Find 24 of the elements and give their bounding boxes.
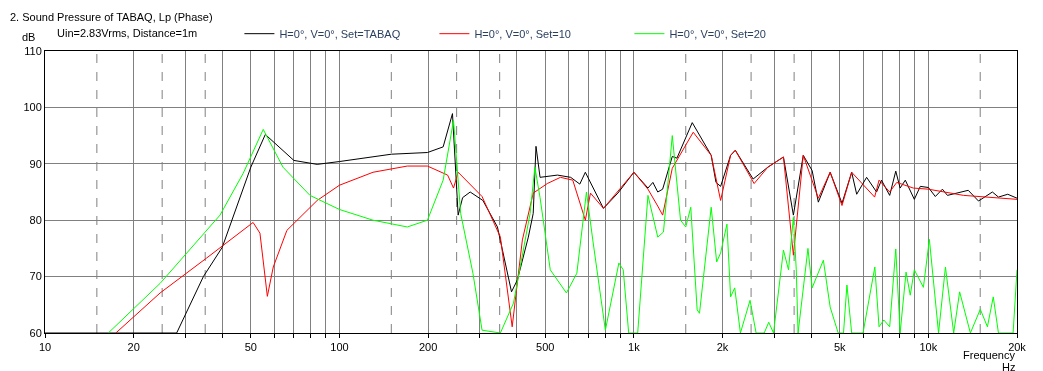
legend-label: H=0°, V=0°, Set=20 — [669, 27, 766, 40]
x-tick-label: 20 — [127, 341, 140, 354]
y-tick-label: 70 — [29, 270, 42, 283]
text: Hz — [1002, 361, 1016, 371]
x-tick-label: 5k — [833, 341, 847, 354]
x-tick-label: 100 — [330, 341, 349, 354]
y-tick-label: 60 — [29, 326, 42, 339]
x-tick-label: 2k — [716, 341, 729, 354]
x-tick-label: 20k — [1008, 341, 1027, 354]
x-tick-label: 200 — [418, 341, 438, 354]
x-tick-label: 500 — [536, 341, 555, 354]
y-tick-label: 80 — [29, 214, 42, 227]
x-tick-label: 50 — [244, 341, 257, 354]
legend-label: H=0°, V=0°, Set=10 — [474, 27, 571, 40]
legend-label: H=0°, V=0°, Set=TABAQ — [279, 27, 401, 40]
y-tick-label: 100 — [23, 101, 42, 114]
x-tick-label: 10k — [919, 341, 938, 354]
y-tick-label: 90 — [29, 157, 42, 170]
y-axis-title: dB — [22, 31, 36, 43]
x-tick-label: 1k — [628, 341, 641, 354]
chart-subtitle: Uin=2.83Vrms, Distance=1m — [57, 27, 198, 39]
x-tick-label: 10 — [38, 341, 52, 354]
chart-title: 2. Sound Pressure of TABAQ, Lp (Phase) — [10, 11, 213, 23]
y-tick-label: 110 — [24, 44, 42, 57]
